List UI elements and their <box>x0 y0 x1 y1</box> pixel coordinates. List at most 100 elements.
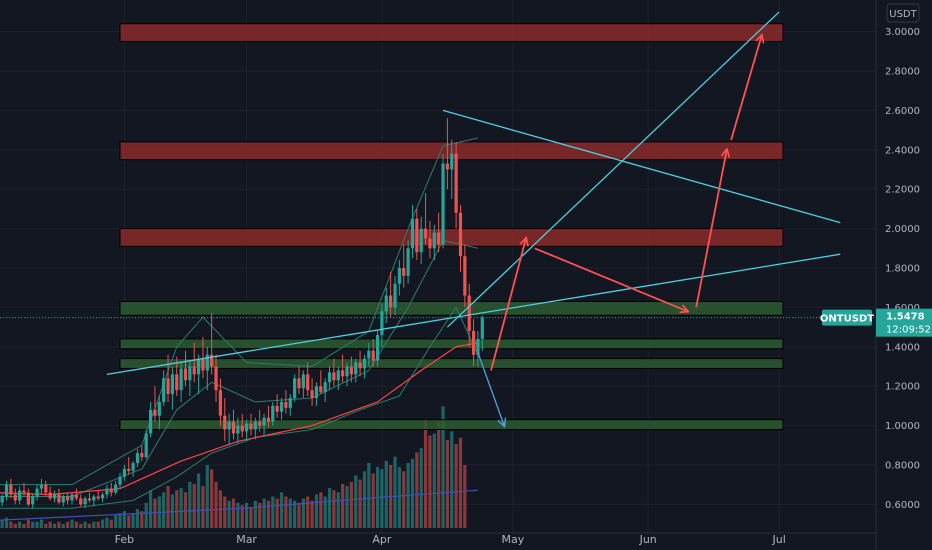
y-tick-label: 1.4000 <box>885 342 920 353</box>
volume-bar <box>9 521 13 528</box>
volume-bar <box>31 521 35 528</box>
candle-body <box>266 417 271 422</box>
volume-bar <box>367 462 371 528</box>
volume-bar <box>192 483 196 528</box>
volume-bar <box>293 500 297 528</box>
candle-body <box>96 496 100 499</box>
candle-body <box>323 382 327 393</box>
y-tick-label: 1.2000 <box>885 382 920 393</box>
price-tag-price: 1.5478 <box>886 312 925 323</box>
candle-body <box>105 488 109 495</box>
candle-body <box>245 423 249 432</box>
volume-bar <box>450 431 454 528</box>
candle-body <box>428 238 432 249</box>
candle-body <box>166 378 170 395</box>
resistance-zone <box>119 228 784 247</box>
y-tick-label: 0.8000 <box>885 460 920 471</box>
candle-body <box>380 311 384 335</box>
volume-bar <box>127 515 131 528</box>
volume-bar <box>61 523 65 528</box>
candle-body <box>406 248 410 276</box>
candle-body <box>144 433 148 458</box>
volume-bar <box>341 483 345 528</box>
candle-body <box>288 397 292 408</box>
volume-bar <box>458 437 463 528</box>
x-tick-label: Apr <box>372 533 392 546</box>
volume-bar <box>118 513 122 528</box>
candle-body <box>39 484 44 489</box>
volume-bar <box>249 507 253 528</box>
candle-body <box>362 358 367 369</box>
volume-bar <box>393 456 397 528</box>
volume-bar <box>306 496 310 528</box>
candle-body <box>445 163 449 170</box>
volume-bar <box>415 452 419 528</box>
candle-body <box>284 401 288 408</box>
volume-bar <box>148 490 153 528</box>
candle-body <box>341 370 345 377</box>
trendline <box>446 11 780 328</box>
volume-bar <box>179 488 183 528</box>
volume-bar <box>166 486 170 528</box>
volume-bar <box>196 473 201 528</box>
volume-bar <box>48 521 52 528</box>
candle-body <box>423 228 428 239</box>
candle-body <box>175 374 179 391</box>
candle-body <box>26 492 30 505</box>
volume-bar <box>26 519 30 528</box>
volume-bar <box>362 471 367 528</box>
candle-body <box>262 417 266 426</box>
candle-body <box>249 423 253 430</box>
candle-body <box>240 425 244 432</box>
candle-body <box>4 484 9 497</box>
support-zone <box>119 358 784 369</box>
candle-body <box>389 295 393 308</box>
volume-bar <box>288 498 292 528</box>
candle-body <box>310 390 314 398</box>
volume-bar <box>18 521 22 528</box>
candle-body <box>135 453 140 463</box>
volume-bar <box>52 523 57 528</box>
volume-bar <box>87 523 92 528</box>
candle-body <box>74 494 78 499</box>
volume-bar <box>236 502 240 528</box>
y-tick-label: 2.2000 <box>885 185 920 196</box>
volume-bar <box>114 515 118 528</box>
y-axis: 0.6000 0.8000 1.0000 1.2000 1.4000 1.6000 1.80… <box>885 27 920 511</box>
bollinger-upper <box>0 137 479 486</box>
x-tick-label: Feb <box>115 533 134 546</box>
candle-body <box>253 421 257 430</box>
volume-bar <box>423 418 428 528</box>
volume-bar <box>231 498 236 528</box>
candle-body <box>162 378 166 402</box>
volume-bar <box>223 496 227 528</box>
candle-body <box>463 256 467 296</box>
x-tick-label: Jun <box>639 533 657 546</box>
price-tag-symbol: ONTUSDT <box>820 314 874 325</box>
candle-body <box>419 228 423 253</box>
candle-body <box>345 366 349 377</box>
volume-bar <box>297 502 301 528</box>
volume-bar <box>135 509 140 528</box>
volume-bar <box>336 492 340 528</box>
candle-body <box>83 498 87 505</box>
candle-body <box>13 494 17 501</box>
candle-body <box>275 405 279 412</box>
candle-body <box>61 496 65 503</box>
candle-body <box>18 490 22 501</box>
support-zone <box>119 338 784 350</box>
candle-body <box>66 496 70 501</box>
candle-body <box>227 421 231 430</box>
volume-bar <box>66 521 70 528</box>
candle-body <box>393 283 397 308</box>
candle-body <box>279 401 284 412</box>
candle-body <box>454 153 458 213</box>
y-tick-label: 1.8000 <box>885 263 920 274</box>
y-tick-label: 2.8000 <box>885 67 920 78</box>
volume-bar <box>245 502 249 528</box>
candle-body <box>218 390 223 416</box>
volume-bar <box>92 521 96 528</box>
currency-label[interactable]: USDT <box>886 3 920 23</box>
candle-body <box>100 494 105 499</box>
